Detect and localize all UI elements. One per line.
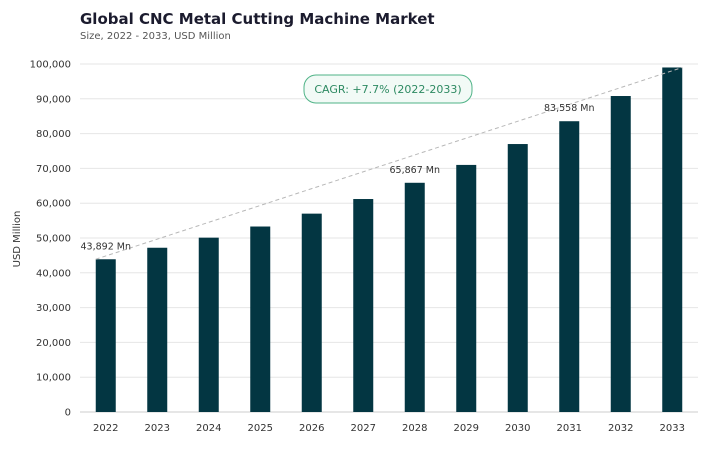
y-tick-layer: 0 10,000 20,000 30,000 40,000 50,000 60,000 70,… xyxy=(30,60,71,419)
y-tick-label: 100,000 xyxy=(30,60,71,71)
y-tick-label: 20,000 xyxy=(36,338,71,349)
bar-layer xyxy=(95,67,683,413)
bar-2031 xyxy=(559,121,580,412)
y-axis-label: USD Million xyxy=(12,211,23,268)
bar-2032 xyxy=(610,96,631,413)
grid-layer xyxy=(80,63,698,413)
bar-2025 xyxy=(250,226,271,412)
y-tick-label: 50,000 xyxy=(36,234,71,245)
data-label-2031: 83,558 Mn xyxy=(544,103,594,114)
x-tick-label: 2031 xyxy=(557,423,582,434)
bar-2028 xyxy=(404,182,425,412)
y-tick-label: 10,000 xyxy=(36,373,71,384)
bar-2030 xyxy=(507,144,528,413)
cagr-annotation-box xyxy=(303,74,473,104)
x-tick-label: 2032 xyxy=(608,423,633,434)
x-tick-label: 2029 xyxy=(454,423,479,434)
bar-2033 xyxy=(662,67,683,412)
x-tick-label: 2022 xyxy=(93,423,118,434)
data-label-layer: 43,892 Mn 65,867 Mn 83,558 Mn xyxy=(81,103,595,252)
data-label-2028: 65,867 Mn xyxy=(390,165,440,176)
y-tick-label: 70,000 xyxy=(36,164,71,175)
y-tick-label: 30,000 xyxy=(36,303,71,314)
x-tick-label: 2025 xyxy=(248,423,273,434)
y-tick-label: 80,000 xyxy=(36,129,71,140)
bar-2029 xyxy=(456,164,477,412)
x-tick-label: 2030 xyxy=(505,423,530,434)
data-label-2022: 43,892 Mn xyxy=(81,241,131,252)
bar-2023 xyxy=(147,247,168,412)
x-tick-label: 2024 xyxy=(196,423,221,434)
y-tick-label: 60,000 xyxy=(36,199,71,210)
bar-2024 xyxy=(198,237,219,412)
bar-2026 xyxy=(301,213,322,412)
chart-title: Global CNC Metal Cutting Machine Market xyxy=(80,10,435,28)
chart-subtitle: Size, 2022 - 2033, USD Million xyxy=(80,31,231,42)
x-tick-label: 2026 xyxy=(299,423,324,434)
x-tick-label: 2028 xyxy=(402,423,427,434)
x-tick-layer: 2022 2023 2024 2025 2026 2027 2028 2029 2030 2031… xyxy=(93,423,685,434)
x-tick-label: 2033 xyxy=(660,423,685,434)
bar-2022 xyxy=(95,259,116,412)
cagr-annotation-text: CAGR: +7.7% (2022-2033) xyxy=(314,83,461,96)
annotation-layer: CAGR: +7.7% (2022-2033) xyxy=(303,74,473,104)
y-tick-label: 40,000 xyxy=(36,268,71,279)
y-tick-label: 90,000 xyxy=(36,94,71,105)
trend-layer xyxy=(95,67,683,260)
y-tick-label: 0 xyxy=(65,408,71,419)
x-tick-label: 2027 xyxy=(351,423,376,434)
bar-2027 xyxy=(353,199,374,412)
x-tick-label: 2023 xyxy=(145,423,170,434)
cagr-trend-line xyxy=(95,67,683,260)
